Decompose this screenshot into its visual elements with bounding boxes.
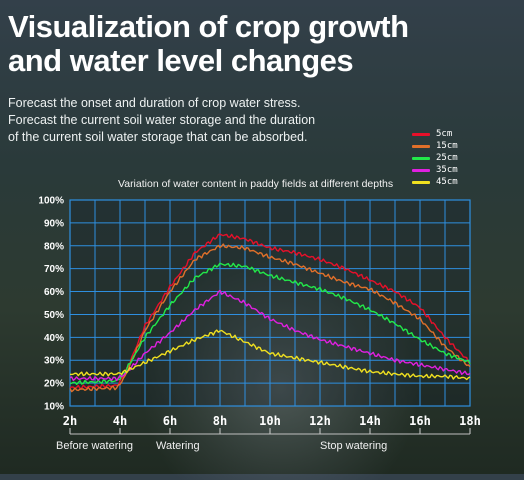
y-tick-label: 70% xyxy=(44,264,64,275)
x-tick-label: 2h xyxy=(63,414,77,428)
x-tick-label: 10h xyxy=(259,414,281,428)
legend-item-5cm: 5cm xyxy=(412,128,458,140)
legend-swatch-15cm xyxy=(412,144,430,148)
y-tick-label: 20% xyxy=(44,379,64,390)
description: Forecast the onset and duration of crop … xyxy=(8,95,368,146)
title-line-1: Visualization of crop growth xyxy=(8,9,409,44)
legend-swatch-35cm xyxy=(412,168,430,172)
phase-label-watering: Watering xyxy=(156,440,200,452)
y-tick-label: 60% xyxy=(44,287,64,298)
series-line-35cm xyxy=(69,289,471,382)
legend-swatch-5cm xyxy=(412,132,430,136)
x-tick-label: 18h xyxy=(459,414,481,428)
phase-label-before-watering: Before watering xyxy=(56,440,134,452)
legend-label-25cm: 25cm xyxy=(436,153,458,163)
y-tick-label: 40% xyxy=(44,333,64,344)
legend-item-25cm: 25cm xyxy=(412,152,458,164)
legend-swatch-45cm xyxy=(412,180,430,184)
legend-item-45cm: 45cm xyxy=(412,176,458,188)
chart-legend: 5cm 15cm 25cm 35cm 45cm xyxy=(412,128,458,188)
x-tick-label: 14h xyxy=(359,414,381,428)
legend-label-15cm: 15cm xyxy=(436,141,458,151)
y-tick-label: 30% xyxy=(44,356,64,367)
y-tick-label: 10% xyxy=(44,402,64,413)
legend-label-35cm: 35cm xyxy=(436,165,458,175)
page-title: Visualization of crop growth and water l… xyxy=(8,10,409,78)
x-tick-label: 16h xyxy=(409,414,431,428)
chart-title: Variation of water content in paddy fiel… xyxy=(118,178,394,190)
legend-label-5cm: 5cm xyxy=(436,129,453,139)
description-line-1: Forecast the onset and duration of crop … xyxy=(8,96,301,110)
y-tick-label: 80% xyxy=(44,241,64,252)
x-tick-label: 6h xyxy=(163,414,177,428)
legend-item-15cm: 15cm xyxy=(412,140,458,152)
x-tick-label: 4h xyxy=(113,414,127,428)
y-tick-label: 90% xyxy=(44,218,64,229)
series-line-15cm xyxy=(69,243,471,393)
title-line-2: and water level changes xyxy=(8,43,354,78)
legend-item-35cm: 35cm xyxy=(412,164,458,176)
x-tick-label: 12h xyxy=(309,414,331,428)
phase-label-stop-watering: Stop watering xyxy=(320,440,388,452)
series-line-45cm xyxy=(69,329,471,381)
description-line-3: of the current soil water storage that c… xyxy=(8,130,308,144)
description-line-2: Forecast the current soil water storage … xyxy=(8,113,316,127)
x-tick-label: 8h xyxy=(213,414,227,428)
series-line-25cm xyxy=(69,262,471,385)
legend-swatch-25cm xyxy=(412,156,430,160)
y-tick-label: 100% xyxy=(38,196,64,207)
y-tick-label: 50% xyxy=(44,310,64,321)
legend-label-45cm: 45cm xyxy=(436,177,458,187)
